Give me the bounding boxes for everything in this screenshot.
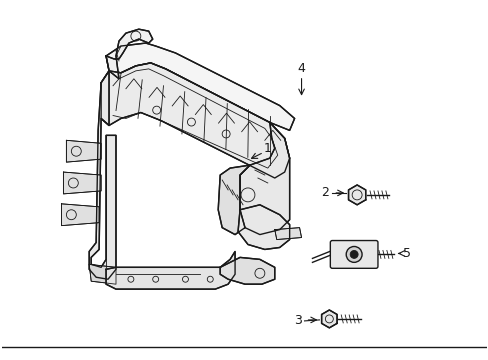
Polygon shape <box>240 122 289 235</box>
Text: 2: 2 <box>321 186 328 199</box>
Polygon shape <box>321 310 336 328</box>
Polygon shape <box>101 63 289 178</box>
Circle shape <box>346 247 361 262</box>
Polygon shape <box>238 205 289 249</box>
Text: 5: 5 <box>402 247 410 260</box>
Polygon shape <box>89 264 116 284</box>
Polygon shape <box>220 257 274 284</box>
Circle shape <box>349 251 357 258</box>
Polygon shape <box>274 228 301 239</box>
Polygon shape <box>66 140 101 162</box>
Polygon shape <box>106 29 152 79</box>
Polygon shape <box>89 71 116 279</box>
Polygon shape <box>218 165 249 235</box>
Polygon shape <box>348 185 365 205</box>
FancyBboxPatch shape <box>330 240 377 268</box>
Polygon shape <box>106 43 294 130</box>
Text: 4: 4 <box>297 62 305 75</box>
Text: 3: 3 <box>293 314 301 327</box>
Polygon shape <box>61 204 99 226</box>
Text: 1: 1 <box>264 142 271 155</box>
Polygon shape <box>106 251 235 289</box>
Polygon shape <box>63 172 101 194</box>
